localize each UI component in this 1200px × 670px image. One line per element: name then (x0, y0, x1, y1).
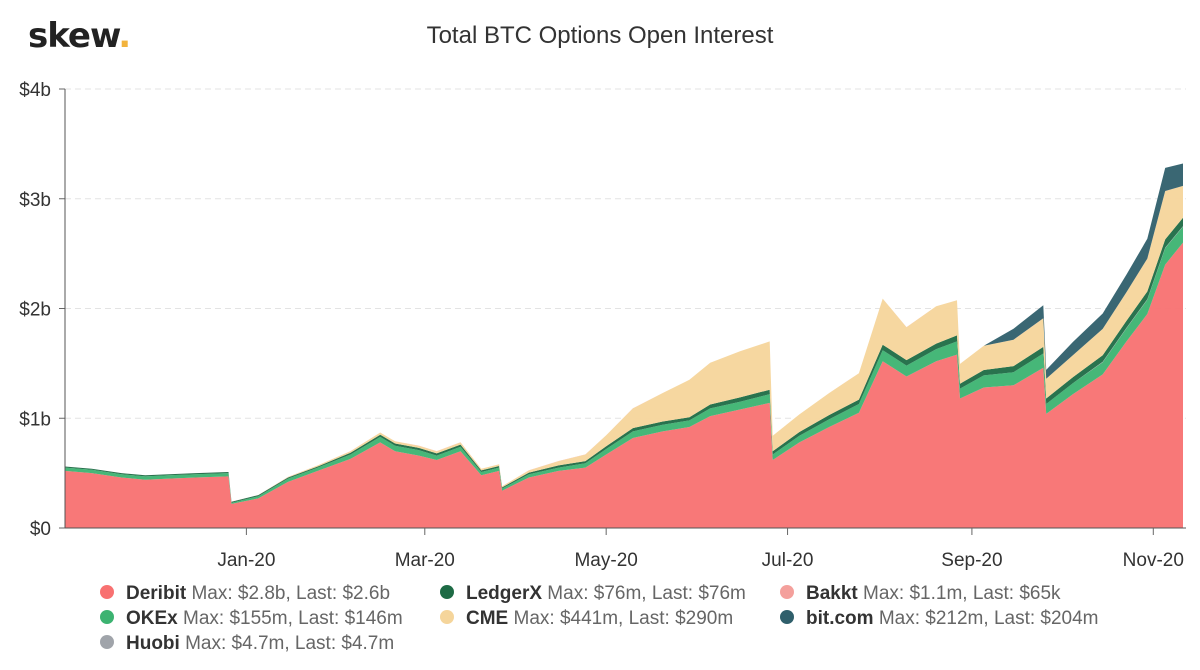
x-tick-label: Nov-20 (1123, 550, 1184, 571)
legend-stat: Max: $76m, Last: $76m (542, 583, 746, 604)
legend-stat: Max: $4.7m, Last: $4.7m (179, 633, 395, 654)
chart-title: Total BTC Options Open Interest (426, 22, 774, 49)
area-deribit (65, 242, 1183, 528)
legend-stat: Max: $155m, Last: $146m (177, 608, 403, 629)
area-ledgerx (65, 217, 1183, 503)
x-tick-label: Jan-20 (217, 550, 275, 571)
legend-dot-icon (440, 584, 454, 599)
legend-dot-icon (780, 584, 794, 599)
x-tick-label: Mar-20 (395, 550, 455, 571)
legend-name: Huobi (126, 633, 180, 654)
legend-stat: Max: $441m, Last: $290m (508, 608, 734, 629)
legend-item-okex[interactable]: OKEx Max: $155m, Last: $146m (100, 608, 403, 630)
area-layers (65, 163, 1183, 528)
legend-name: OKEx (126, 608, 178, 629)
legend-item-ledgerx[interactable]: LedgerX Max: $76m, Last: $76m (440, 583, 746, 605)
legend-dot-icon (440, 609, 454, 624)
legend-stat: Max: $2.8b, Last: $2.6b (186, 583, 391, 604)
legend-name: Deribit (126, 583, 187, 604)
legend-item-huobi[interactable]: Huobi Max: $4.7m, Last: $4.7m (100, 633, 394, 655)
y-tick-label: $0 (30, 519, 51, 540)
x-tick-label: Jul-20 (762, 550, 814, 571)
legend-item-bitcom[interactable]: bit.com Max: $212m, Last: $204m (780, 608, 1099, 630)
y-tick-label: $4b (19, 80, 51, 101)
axes: $0 $1b $2b $3b $4b Jan-20 Mar-20 May-20 Jul-20 Se… (19, 80, 1186, 571)
legend-item-cme[interactable]: CME Max: $441m, Last: $290m (440, 608, 733, 630)
x-tick-label: May-20 (574, 550, 637, 571)
x-tick-label: Sep-20 (941, 550, 1002, 571)
legend-item-bakkt[interactable]: Bakkt Max: $1.1m, Last: $65k (780, 583, 1061, 605)
legend-stat: Max: $1.1m, Last: $65k (857, 583, 1061, 604)
skew-logo: skew. (28, 16, 131, 56)
legend-dot-icon (100, 634, 114, 649)
area-okex (65, 226, 1183, 504)
y-tick-label: $2b (19, 300, 51, 321)
legend-name: LedgerX (466, 583, 543, 604)
y-tick-label: $1b (19, 409, 51, 430)
legend-name: CME (466, 608, 509, 629)
legend-item-deribit[interactable]: Deribit Max: $2.8b, Last: $2.6b (100, 583, 390, 605)
legend-name: bit.com (806, 608, 874, 629)
legend-dot-icon (100, 609, 114, 624)
legend-stat: Max: $212m, Last: $204m (873, 608, 1099, 629)
legend-dot-icon (100, 584, 114, 599)
y-tick-label: $3b (19, 190, 51, 211)
legend-name: Bakkt (806, 583, 858, 604)
legend-dot-icon (780, 609, 794, 624)
stacked-area-chart: $0 $1b $2b $3b $4b Jan-20 Mar-20 May-20 Jul-20 Se… (19, 80, 1186, 571)
